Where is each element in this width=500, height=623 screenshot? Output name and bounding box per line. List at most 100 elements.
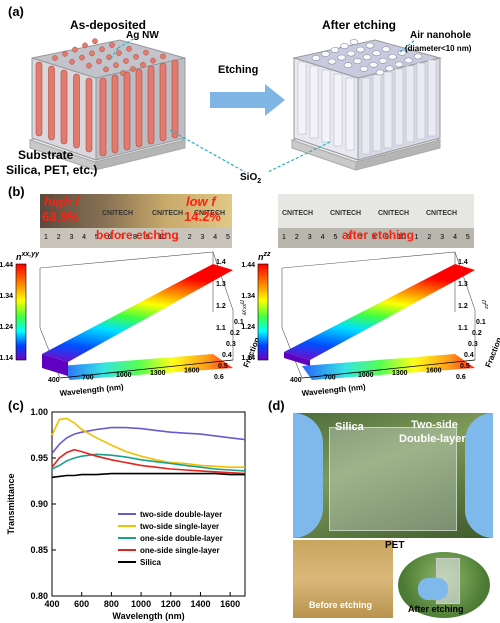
double-layer-label: Double-layer xyxy=(399,433,466,445)
ruler-number: 4 xyxy=(453,234,457,241)
nanowire-tip xyxy=(116,50,122,56)
x-tick-label: 600 xyxy=(74,599,89,609)
ruler-number: 8 xyxy=(372,234,376,241)
column xyxy=(309,65,319,139)
ruler-number: 10 xyxy=(397,234,406,241)
panel-a-label: (a) xyxy=(8,4,24,19)
ruler-number: 5 xyxy=(94,234,99,241)
x-tick: 400 xyxy=(290,377,302,384)
ruler-number: 1 xyxy=(282,234,286,241)
colorbar-tick: 1.24 xyxy=(0,324,13,331)
nanowire xyxy=(35,61,43,137)
y-axis-label: Fraction xyxy=(484,336,500,369)
series-line xyxy=(51,417,245,468)
ruler-number: 1 xyxy=(414,234,419,241)
series-line xyxy=(51,448,246,475)
photo-before-etching: 1 2 3 4 5 6 7 8 9 10 1 2 3 4 5 CNITECH CNITECH CNITECH xyxy=(40,194,232,248)
legend-entry: one-side single-layer xyxy=(140,546,220,555)
photo-pet-after xyxy=(398,552,490,618)
transmittance-chart: 0.80 0.85 0.90 0.95 1.00 400 600 800 1000 1200 140… xyxy=(6,407,246,621)
nanowire-tip xyxy=(82,42,88,49)
brand-left-3: CNITECH xyxy=(194,210,226,217)
air-hole xyxy=(413,53,423,60)
y-tick-label: 0.80 xyxy=(30,591,48,601)
z-tick: 1.1 xyxy=(458,325,468,332)
air-nanohole-diameter: (diameter<10 nm) xyxy=(405,44,472,53)
nanowire-tip xyxy=(143,49,149,56)
low-f-value: 14.2% xyxy=(184,209,221,224)
y-tick: 0.1 xyxy=(234,319,244,326)
x-axis-label: Wavelength (nm) xyxy=(112,611,184,621)
nanowire-tip xyxy=(120,70,126,77)
photo-pet-before: Before etching xyxy=(293,540,393,618)
air-hole xyxy=(327,58,337,65)
x-tick: 700 xyxy=(82,375,94,382)
column xyxy=(372,74,382,152)
air-hole xyxy=(330,47,340,53)
nanowire xyxy=(135,68,143,148)
x-tick: 400 xyxy=(48,377,60,384)
z-tick: 1.3 xyxy=(458,281,468,288)
colorbar xyxy=(15,263,27,361)
ruler-number: 8 xyxy=(133,234,137,241)
x-tick: 1600 xyxy=(426,367,442,374)
ruler-number: 1 xyxy=(44,234,48,241)
y-tick: 0.6 xyxy=(214,374,224,381)
substrate-line1: Substrate xyxy=(18,148,74,162)
ruler-number: 3 xyxy=(69,234,74,241)
column xyxy=(321,69,331,143)
ruler-number: 9 xyxy=(145,234,150,241)
air-hole xyxy=(349,39,359,45)
colorbar-tick: 1.24 xyxy=(241,324,255,331)
air-hole xyxy=(394,61,404,68)
z-axis-label: nxx,yy xyxy=(238,300,247,316)
schematic-a xyxy=(28,37,442,173)
nanowire xyxy=(48,65,55,141)
x-tick: 700 xyxy=(324,375,336,382)
y-tick: 0.3 xyxy=(468,341,478,348)
nanowire-tip xyxy=(99,46,105,53)
y-tick: 0.2 xyxy=(230,330,240,337)
colorbar-title: nxx,yy xyxy=(16,251,40,262)
ruler-number: 6 xyxy=(346,234,351,241)
air-hole xyxy=(340,43,349,49)
x-tick-label: 1200 xyxy=(161,599,181,609)
legend-entry: Silica xyxy=(140,558,161,567)
pet-label: PET xyxy=(385,540,405,551)
column xyxy=(333,73,343,147)
high-f-label: high f xyxy=(44,194,80,209)
series-line xyxy=(51,426,246,454)
after-etching-caption: after etching xyxy=(342,228,415,242)
high-f-value: 63.9% xyxy=(42,209,79,224)
ruler-number: 5 xyxy=(225,234,230,241)
nanowire-tip xyxy=(86,62,92,69)
nanowire xyxy=(171,59,179,139)
y-tick-label: 1.00 xyxy=(30,407,48,417)
air-nanohole-label: Air nanohole xyxy=(410,30,472,41)
nanowire-tip xyxy=(150,57,156,64)
photo-after-etching: 1 2 3 4 5 6 7 8 9 10 1 2 3 4 5 CNITECH CNITECH CNITECH… xyxy=(278,194,474,248)
sio2-label: SiO2 xyxy=(240,172,262,185)
nanowire-tip xyxy=(52,55,58,61)
colorbar-tick: 1.14 xyxy=(0,355,13,362)
legend-entry: one-side double-layer xyxy=(140,534,223,543)
series-line xyxy=(51,472,245,479)
air-hole xyxy=(343,62,353,69)
y-tick: 0.4 xyxy=(464,352,474,359)
y-tick: 0.6 xyxy=(456,374,466,381)
x-tick: 1000 xyxy=(116,372,132,379)
air-hole xyxy=(362,54,372,61)
nanowire xyxy=(60,69,68,145)
column xyxy=(427,59,437,137)
column xyxy=(416,62,426,140)
nanowire xyxy=(99,77,107,157)
x-tick: 1600 xyxy=(184,367,200,374)
as-deposited-block xyxy=(28,38,187,171)
ruler-left: 1 2 3 4 5 6 7 8 9 10 1 2 3 4 5 xyxy=(40,228,232,248)
legend-entry: two-side double-layer xyxy=(140,510,222,519)
nanowire-tip xyxy=(92,38,98,45)
colorbar-tick: 1.14 xyxy=(241,355,255,362)
nanowire-tip xyxy=(113,62,119,69)
y-tick-label: 0.95 xyxy=(30,453,48,463)
air-hole xyxy=(346,50,356,57)
